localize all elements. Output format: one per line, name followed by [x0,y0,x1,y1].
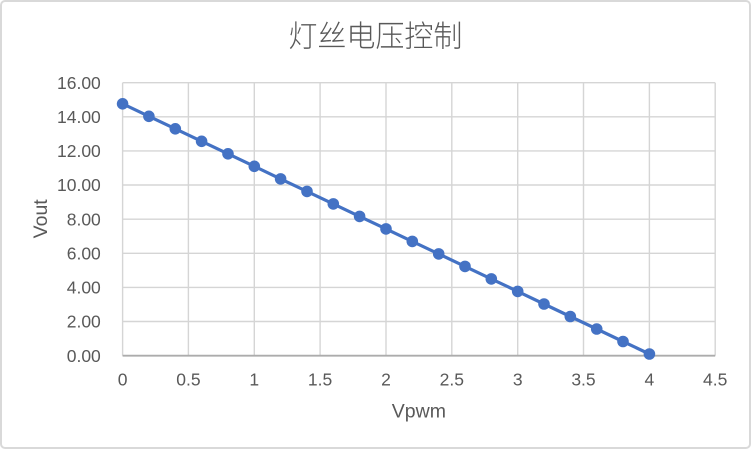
svg-text:10.00: 10.00 [57,175,101,195]
svg-text:2: 2 [381,370,391,390]
svg-text:2.00: 2.00 [67,312,101,332]
svg-text:4.00: 4.00 [67,278,101,298]
svg-text:14.00: 14.00 [57,107,101,127]
svg-text:16.00: 16.00 [57,73,101,93]
svg-text:Vpwm: Vpwm [392,401,446,423]
svg-text:3: 3 [513,370,523,390]
svg-text:4.5: 4.5 [703,370,727,390]
svg-text:Vout: Vout [30,199,52,239]
svg-text:2.5: 2.5 [440,370,464,390]
svg-text:0.00: 0.00 [67,346,101,366]
svg-text:0.5: 0.5 [176,370,200,390]
svg-text:1: 1 [249,370,259,390]
svg-text:12.00: 12.00 [57,141,101,161]
svg-text:6.00: 6.00 [67,244,101,264]
svg-text:4: 4 [645,370,655,390]
svg-text:3.5: 3.5 [571,370,595,390]
svg-text:1.5: 1.5 [308,370,332,390]
svg-text:8.00: 8.00 [67,209,101,229]
svg-text:0: 0 [118,370,128,390]
